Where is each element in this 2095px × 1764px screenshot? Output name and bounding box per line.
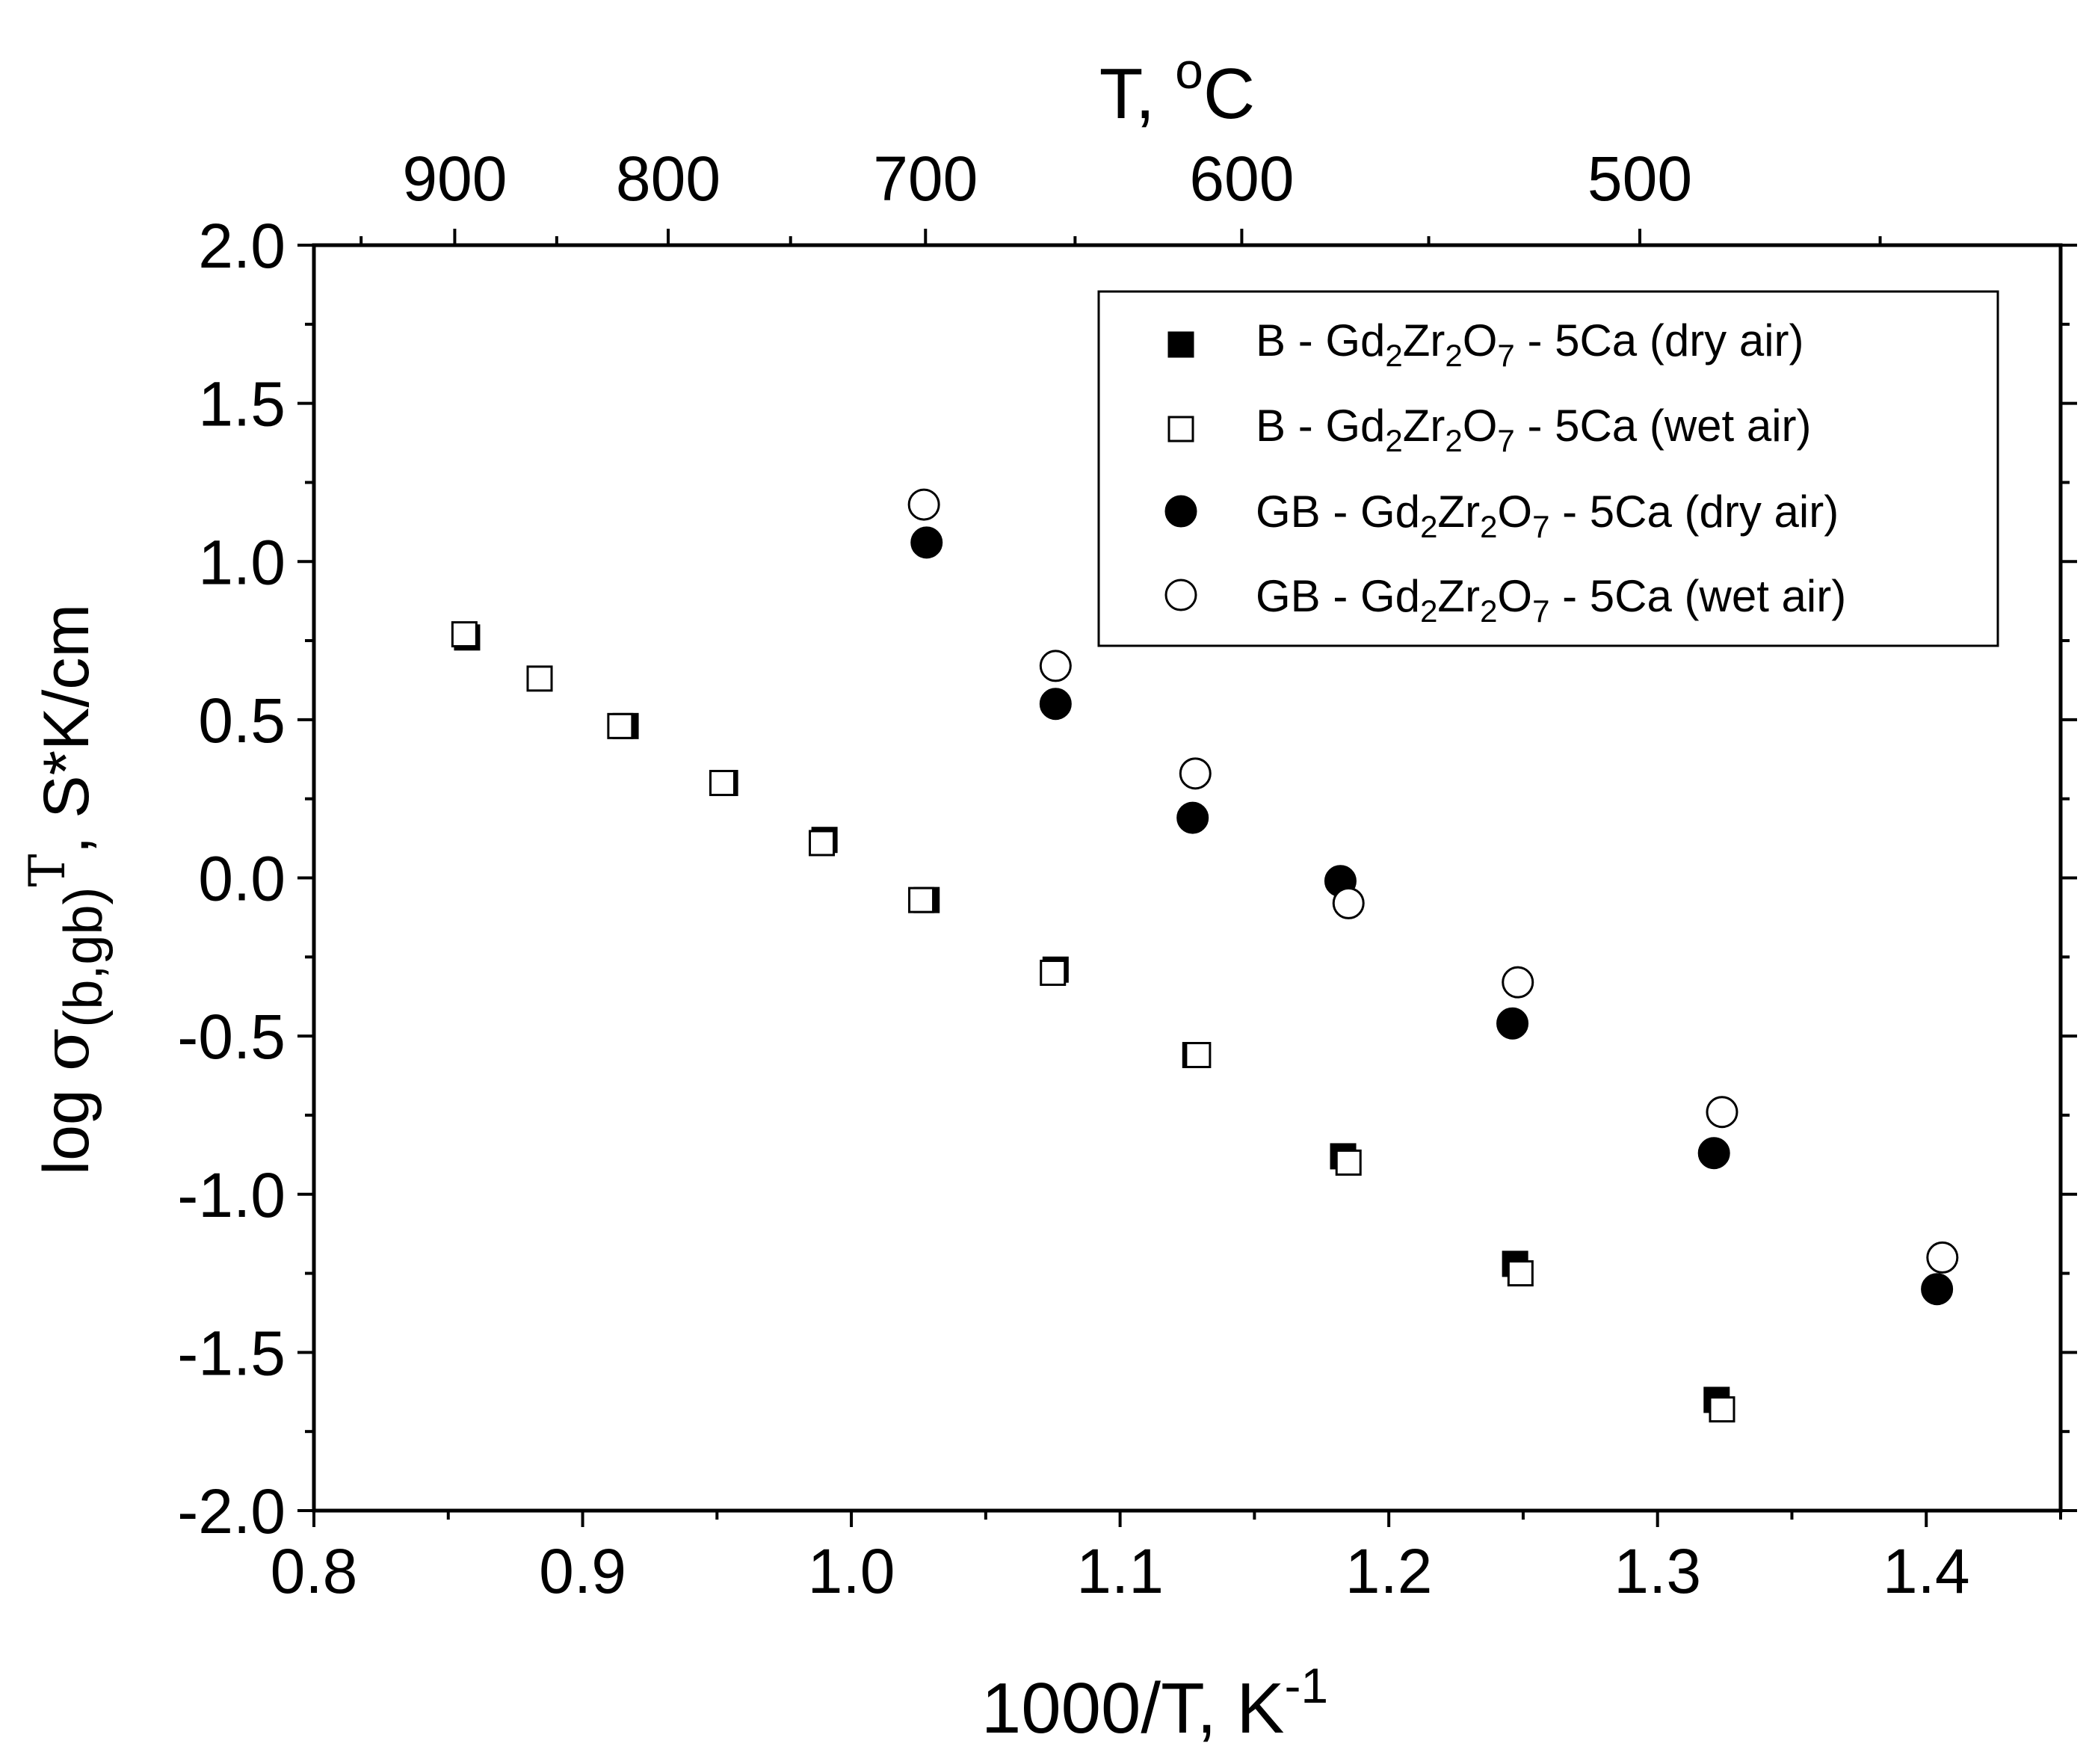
point-series-3 [1926,1241,1959,1274]
legend-label-b-dry: B - Gd2Zr2O7 - 5Ca (dry air) [1256,315,1804,373]
point-series-2 [910,526,943,559]
legend-label-gb-wet: GB - Gd2Zr2O7 - 5Ca (wet air) [1256,571,1846,629]
point-series-1 [451,621,478,648]
y-axis-ticks: -2.0 -1.5 -1.0 -0.5 0.0 0.5 1.0 1.5 2.0 [177,211,2077,1546]
point-series-1 [607,712,634,739]
x-tick-label: 0.8 [271,1536,358,1606]
x-tick-label: 1.0 [808,1536,895,1606]
top-tick-label: 800 [616,144,721,214]
y-tick-label: 1.0 [198,527,286,597]
legend-marker-gb-dry [1164,495,1197,528]
top-tick-label: 900 [402,144,507,214]
x-tick-label: 0.9 [539,1536,626,1606]
point-series-1 [1709,1396,1735,1423]
legend-marker-gb-wet [1164,579,1197,611]
point-series-2 [1921,1273,1954,1306]
y-tick-label: -1.5 [177,1318,286,1388]
legend-label-gb-dry: GB - Gd2Zr2O7 - 5Ca (dry air) [1256,487,1839,544]
point-series-3 [1502,966,1534,999]
point-series-1 [1185,1042,1212,1069]
legend-marker-b-wet [1167,416,1194,442]
point-series-1 [526,665,553,692]
x-tick-label: 1.3 [1614,1536,1701,1606]
y-tick-label: -2.0 [177,1476,286,1546]
data-points [451,488,1959,1423]
legend: B - Gd2Zr2O7 - 5Ca (dry air) B - Gd2Zr2O… [1097,290,1999,647]
point-series-2 [1496,1007,1529,1040]
point-series-2 [1697,1137,1730,1170]
y-tick-label: 1.5 [198,369,286,440]
y-tick-label: 2.0 [198,211,286,281]
y-tick-label: 0.5 [198,685,286,756]
point-series-3 [1039,650,1072,682]
point-series-1 [809,830,836,857]
point-series-2 [1176,801,1209,834]
legend-marker-b-dry [1167,331,1194,358]
point-series-3 [1706,1096,1738,1129]
x-tick-label: 1.2 [1345,1536,1433,1606]
point-series-2 [1039,688,1072,721]
point-series-1 [709,770,735,797]
y-tick-label: -1.0 [177,1160,286,1230]
point-series-1 [1040,959,1067,986]
top-tick-label: 700 [873,144,978,214]
legend-label-b-wet: B - Gd2Zr2O7 - 5Ca (wet air) [1256,401,1812,458]
y-tick-label: -0.5 [177,1002,286,1072]
x-axis-title: 1000/T, K-1 [981,1658,1328,1748]
x-tick-label: 1.4 [1883,1536,1970,1606]
point-series-1 [908,886,935,913]
y-tick-label: 0.0 [198,844,286,914]
legend-box [1097,290,1999,647]
top-axis-title: T, oC [1099,43,1256,134]
point-series-1 [1335,1149,1362,1176]
point-series-3 [1179,757,1212,790]
plot-frame [312,243,2063,1513]
top-tick-label: 500 [1588,144,1692,214]
point-series-1 [1507,1260,1534,1287]
top-tick-label: 600 [1189,144,1294,214]
x-axis-ticks: 0.8 0.9 1.0 1.1 1.2 1.3 1.4 [271,1511,2062,1606]
point-series-3 [907,488,940,521]
y-axis-title: log σ(b,gb)T, S*K/cm [19,604,114,1175]
x-tick-label: 1.1 [1076,1536,1164,1606]
top-axis-ticks: 900 800 700 600 500 [360,144,1882,245]
point-series-3 [1332,886,1365,919]
